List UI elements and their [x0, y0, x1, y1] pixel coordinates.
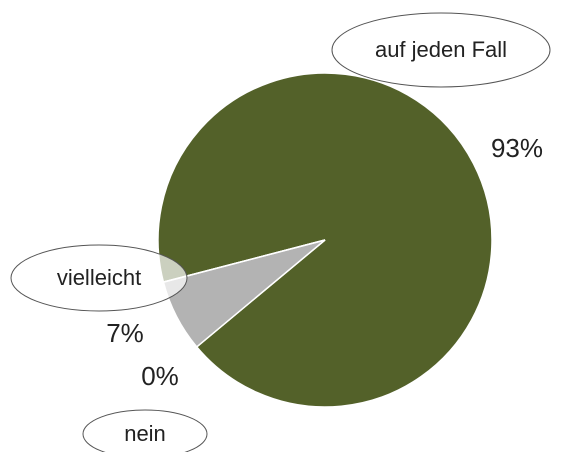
value-label: 7% [106, 318, 144, 348]
category-label: nein [124, 421, 166, 446]
pie-slice [163, 239, 326, 283]
value-label: 0% [141, 361, 179, 391]
category-label: vielleicht [57, 265, 141, 290]
category-label: auf jeden Fall [375, 37, 507, 62]
label-bubble [331, 12, 551, 88]
value-label: 93% [491, 133, 543, 163]
label-bubble [10, 244, 188, 312]
label-bubble [82, 409, 208, 452]
